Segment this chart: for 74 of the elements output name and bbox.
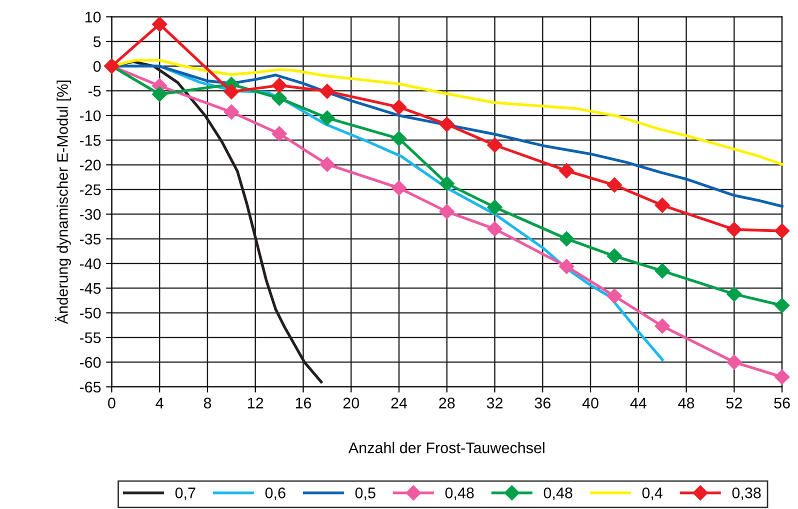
legend-label: 0,5 — [355, 488, 376, 500]
point — [487, 138, 502, 153]
point — [606, 288, 622, 304]
point — [224, 84, 239, 100]
point — [320, 110, 335, 126]
point — [224, 104, 239, 120]
legend-label: 0,38 — [732, 488, 761, 500]
y-tick-label: -35 — [80, 234, 101, 245]
point — [320, 156, 335, 172]
point — [320, 84, 335, 99]
y-tick-label: -40 — [80, 258, 101, 270]
point — [559, 231, 574, 246]
x-tick-label: 0 — [108, 398, 116, 408]
point — [152, 86, 168, 102]
x-tick-label: 56 — [774, 398, 790, 408]
point — [726, 354, 742, 370]
x-tick-label: 52 — [726, 398, 742, 408]
y-tick-label: -45 — [80, 283, 101, 294]
point — [606, 248, 622, 264]
legend-label: 0,48 — [445, 488, 474, 500]
y-tick-label: -20 — [80, 160, 101, 170]
point — [559, 258, 574, 274]
x-tick-label: 48 — [678, 398, 694, 408]
point — [391, 180, 407, 196]
point — [559, 163, 574, 178]
legend-label: 0,4 — [642, 488, 662, 500]
y-tick-label: 10 — [85, 12, 101, 22]
point — [439, 176, 454, 192]
x-tick-label: 16 — [296, 398, 312, 408]
y-tick-label: -5 — [88, 86, 101, 96]
point — [272, 78, 287, 93]
point — [272, 126, 287, 142]
y-tick-label: -10 — [80, 110, 101, 122]
point — [391, 100, 407, 115]
point — [439, 204, 454, 220]
point — [487, 200, 502, 215]
point — [487, 221, 502, 237]
point — [654, 318, 670, 334]
point — [272, 90, 287, 106]
point — [774, 298, 790, 313]
point — [152, 16, 168, 32]
legend-label: 0,48 — [544, 488, 572, 500]
y-tick-label: -50 — [80, 308, 101, 319]
legend-label: 0,6 — [265, 488, 286, 500]
y-tick-label: -65 — [80, 382, 101, 393]
x-tick-label: 8 — [204, 398, 212, 408]
legend-label: 0,7 — [175, 488, 196, 500]
point — [606, 177, 622, 193]
x-tick-label: 32 — [486, 398, 502, 408]
point — [774, 223, 790, 238]
y-tick-label: -30 — [80, 209, 101, 220]
y-tick-label: -60 — [80, 357, 101, 368]
y-axis-title: Änderung dynamischer E-Modul [%] — [54, 80, 71, 324]
x-tick-label: 28 — [439, 398, 455, 408]
point — [654, 263, 670, 278]
x-tick-label: 24 — [391, 398, 408, 408]
x-tick-label: 36 — [534, 398, 550, 408]
point — [726, 286, 742, 302]
x-tick-label: 12 — [248, 398, 264, 408]
point — [654, 198, 670, 213]
point — [774, 369, 790, 385]
y-tick-label: -25 — [80, 184, 101, 196]
x-axis-title: Anzahl der Frost-Tauwechsel — [348, 442, 544, 454]
x-tick-label: 4 — [156, 398, 164, 408]
y-tick-label: 0 — [93, 61, 101, 72]
point — [391, 131, 407, 146]
x-tick-label: 20 — [343, 398, 360, 408]
point — [439, 116, 454, 132]
y-tick-label: -55 — [80, 332, 101, 344]
x-tick-label: 44 — [630, 398, 646, 408]
x-tick-label: 40 — [582, 398, 598, 408]
y-tick-label: -15 — [80, 135, 101, 146]
y-tick-label: 5 — [93, 36, 101, 48]
point — [726, 222, 742, 238]
